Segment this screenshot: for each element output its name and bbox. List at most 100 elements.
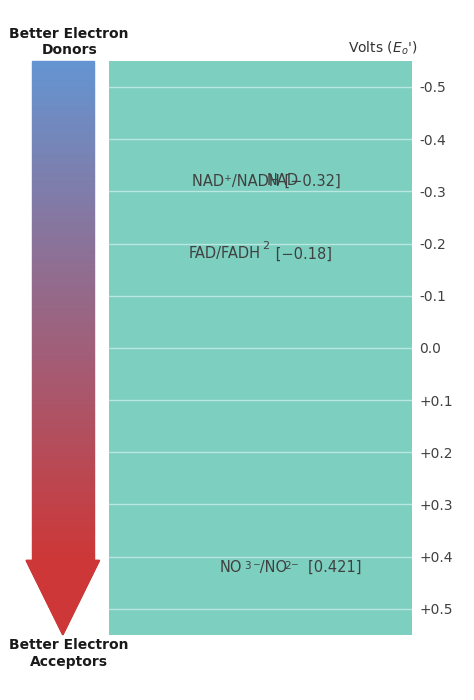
Polygon shape xyxy=(38,584,88,585)
Polygon shape xyxy=(41,590,85,591)
Bar xyxy=(32,400,94,402)
Bar xyxy=(32,369,94,370)
Polygon shape xyxy=(41,591,84,592)
Bar xyxy=(32,171,94,172)
Bar xyxy=(32,134,94,136)
Polygon shape xyxy=(44,597,82,598)
Bar xyxy=(32,242,94,244)
Bar xyxy=(32,387,94,388)
Bar xyxy=(32,450,94,452)
Bar xyxy=(32,158,94,159)
Bar xyxy=(32,384,94,386)
Bar xyxy=(32,392,94,394)
Bar xyxy=(32,66,94,68)
Bar xyxy=(32,212,94,214)
Polygon shape xyxy=(51,610,75,611)
Bar xyxy=(32,430,94,432)
Bar xyxy=(32,258,94,259)
Bar xyxy=(32,129,94,131)
Polygon shape xyxy=(36,581,89,582)
Bar xyxy=(32,434,94,435)
Bar xyxy=(32,181,94,183)
Polygon shape xyxy=(45,599,81,600)
Bar xyxy=(32,332,94,334)
Bar xyxy=(32,76,94,78)
Bar xyxy=(32,316,94,317)
Bar xyxy=(32,102,94,104)
Bar xyxy=(32,79,94,81)
Polygon shape xyxy=(52,613,73,614)
Bar xyxy=(32,531,94,532)
Bar xyxy=(32,156,94,158)
Bar xyxy=(32,414,94,416)
Polygon shape xyxy=(60,629,66,630)
Bar xyxy=(32,319,94,321)
Bar xyxy=(32,454,94,456)
Polygon shape xyxy=(44,596,82,597)
Bar xyxy=(32,502,94,504)
Bar xyxy=(32,409,94,410)
Bar xyxy=(32,554,94,555)
Bar xyxy=(32,377,94,379)
Polygon shape xyxy=(58,626,67,627)
Bar xyxy=(32,141,94,143)
Bar xyxy=(32,218,94,219)
Bar xyxy=(32,201,94,202)
Bar xyxy=(32,514,94,515)
Bar xyxy=(32,389,94,391)
Bar xyxy=(32,71,94,73)
Text: 2: 2 xyxy=(284,561,291,571)
Bar xyxy=(32,260,94,262)
Bar xyxy=(32,407,94,409)
Bar xyxy=(32,73,94,74)
Bar xyxy=(32,289,94,290)
Bar xyxy=(32,209,94,211)
Polygon shape xyxy=(56,622,69,623)
Polygon shape xyxy=(32,572,94,573)
Bar xyxy=(32,119,94,121)
Bar xyxy=(32,78,94,79)
Bar xyxy=(32,264,94,265)
Bar xyxy=(32,463,94,466)
Bar xyxy=(32,375,94,377)
Polygon shape xyxy=(35,579,91,580)
Bar xyxy=(32,356,94,357)
Bar xyxy=(32,545,94,547)
Bar xyxy=(32,447,94,449)
Polygon shape xyxy=(48,604,78,605)
Polygon shape xyxy=(58,625,68,626)
Bar xyxy=(32,532,94,533)
Bar xyxy=(32,474,94,475)
Bar xyxy=(32,311,94,312)
Bar xyxy=(32,150,94,153)
Polygon shape xyxy=(37,582,89,583)
Polygon shape xyxy=(32,573,93,574)
Polygon shape xyxy=(48,605,77,606)
Bar xyxy=(32,97,94,99)
Bar xyxy=(32,509,94,510)
Bar xyxy=(32,298,94,299)
Bar xyxy=(32,99,94,101)
Polygon shape xyxy=(55,620,70,621)
Bar xyxy=(32,153,94,154)
Bar xyxy=(32,555,94,557)
Bar xyxy=(32,391,94,392)
Polygon shape xyxy=(27,562,99,563)
Bar xyxy=(32,306,94,307)
Bar xyxy=(32,462,94,463)
Bar xyxy=(32,284,94,286)
Bar xyxy=(32,498,94,500)
Bar xyxy=(32,304,94,306)
Bar xyxy=(32,491,94,492)
Bar xyxy=(32,199,94,201)
Polygon shape xyxy=(62,633,64,634)
Bar xyxy=(32,176,94,177)
Bar xyxy=(32,479,94,480)
Polygon shape xyxy=(55,619,71,620)
Bar xyxy=(32,397,94,399)
Bar xyxy=(32,458,94,461)
Polygon shape xyxy=(49,606,77,608)
Bar xyxy=(32,106,94,108)
Bar xyxy=(32,216,94,218)
Bar xyxy=(32,223,94,224)
